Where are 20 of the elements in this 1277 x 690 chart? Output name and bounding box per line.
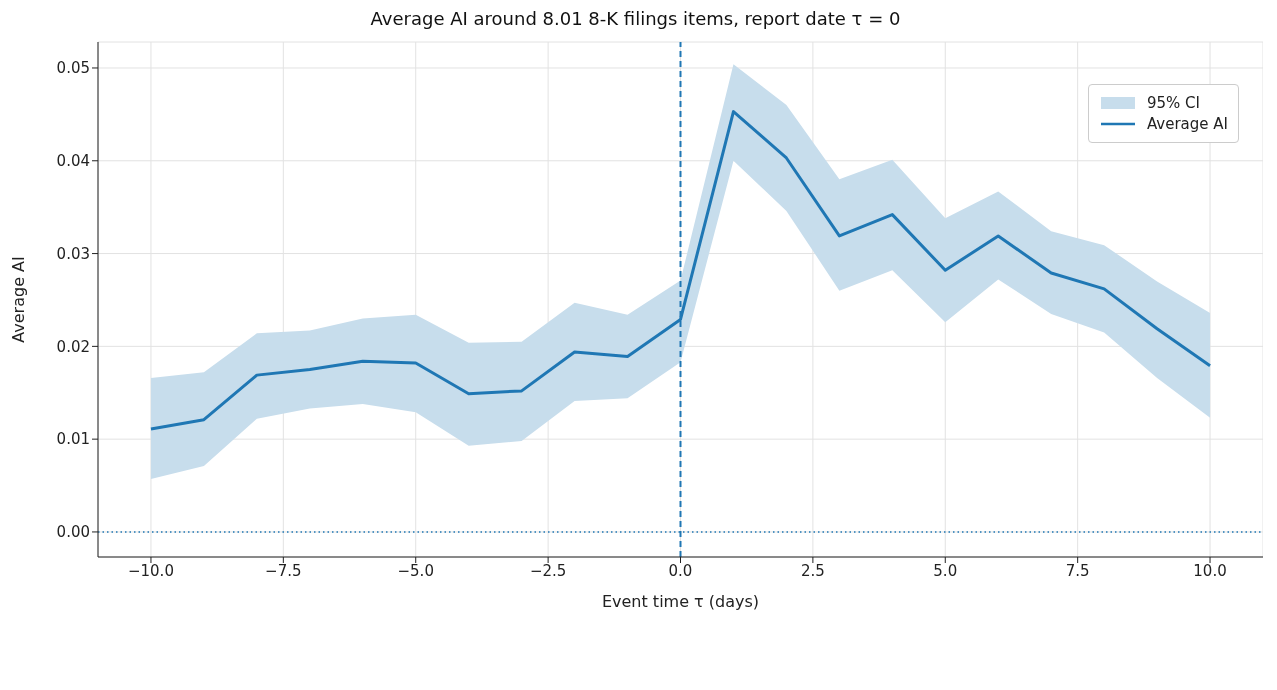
y-tick-label: 0.03 (56, 244, 90, 263)
x-tick-label: −10.0 (127, 561, 174, 580)
chart-title: Average AI around 8.01 8-K filings items, report date τ = 0 (369, 8, 902, 31)
y-tick-label: 0.04 (56, 152, 90, 171)
legend-label: Average AI (1146, 115, 1228, 133)
annotation: 95% CI (1146, 94, 1200, 112)
x-tick-label: 5.0 (933, 561, 958, 580)
y-tick-label: 0.02 (56, 337, 90, 356)
x-tick-label: 0.0 (668, 561, 693, 580)
y-tick-label: 0.00 (56, 523, 90, 542)
y-tick-label: 0.05 (56, 59, 90, 78)
x-tick-label: 7.5 (1065, 561, 1090, 580)
x-tick-label: 2.5 (800, 561, 825, 580)
x-tick-label: −7.5 (265, 561, 302, 580)
x-tick-label: 10.0 (1193, 561, 1227, 580)
x-axis-title: Event time τ (days) (601, 592, 760, 611)
y-tick-label: 0.01 (56, 430, 90, 449)
y-axis-title: Average AI (8, 256, 28, 343)
x-tick-label: −2.5 (529, 561, 567, 580)
x-tick-label: −5.0 (397, 561, 434, 580)
